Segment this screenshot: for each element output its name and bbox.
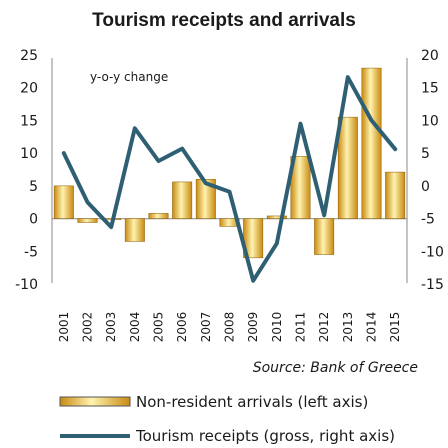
x-tick-label: 2006: [175, 312, 189, 343]
bar-2001: [53, 185, 74, 219]
x-tick-label: 2003: [104, 312, 118, 343]
left-tick-label: 20: [20, 81, 38, 97]
bar-2010: [266, 215, 287, 219]
bar-2011: [290, 156, 311, 219]
x-tick-label: 2002: [81, 312, 95, 343]
x-axis-ticks: 2001 2002 2003 2004 2005 2006 2007 2008 2009 2010…: [57, 312, 402, 343]
x-tick-label: 2012: [317, 312, 331, 343]
legend-bar-swatch: [59, 396, 131, 407]
right-tick-label: 20: [421, 48, 439, 64]
left-tick-label: 0: [29, 212, 38, 228]
x-tick-label: 2007: [199, 312, 213, 343]
left-axis-ticks: 25 20 15 10 5 0 -5 -10: [15, 48, 38, 293]
bar-2006: [172, 181, 193, 219]
x-tick-label: 2015: [388, 312, 402, 343]
tourism-receipts-line: [61, 75, 398, 283]
bar-2007: [195, 179, 216, 219]
right-axis-ticks: 20 15 10 5 0 -5 -10 -15: [421, 48, 444, 293]
bar-series: [53, 67, 406, 259]
right-tick-label: -10: [421, 244, 444, 260]
legend-label-receipts: Tourism receipts (gross, right axis): [135, 427, 395, 445]
right-tick-label: 15: [421, 81, 439, 97]
x-tick-label: 2004: [128, 312, 142, 343]
left-tick-label: -5: [24, 244, 38, 260]
x-tick-label: 2009: [246, 312, 260, 343]
right-tick-label: -5: [421, 212, 435, 228]
right-tick-label: 0: [421, 179, 430, 195]
right-tick-label: 10: [421, 113, 439, 129]
x-tick-label: 2010: [270, 312, 284, 343]
bar-2015: [385, 171, 406, 219]
source-note: Source: Bank of Greece: [253, 360, 418, 376]
right-tick-label: -15: [421, 277, 444, 293]
left-tick-label: 25: [20, 48, 38, 64]
right-tick-label: 5: [421, 146, 430, 162]
left-tick-label: -10: [15, 277, 38, 293]
bar-2002: [77, 218, 98, 223]
line-series: [61, 75, 398, 283]
x-tick-label: 2005: [152, 312, 166, 343]
bar-2013: [337, 116, 358, 219]
bar-2004: [124, 218, 145, 242]
x-tick-label: 2014: [365, 312, 379, 343]
x-tick-label: 2008: [223, 312, 237, 343]
chart-title: Tourism receipts and arrivals: [92, 10, 356, 31]
legend: Non-resident arrivals (left axis) Touris…: [59, 393, 395, 445]
legend-label-arrivals: Non-resident arrivals (left axis): [136, 393, 368, 411]
bar-2005: [148, 213, 169, 219]
x-tick-label: 2001: [57, 312, 71, 343]
x-tick-label: 2013: [341, 312, 355, 343]
bar-2012: [314, 218, 335, 255]
bar-2014: [361, 67, 382, 219]
left-tick-label: 5: [29, 179, 38, 195]
chart-annotation: y-o-y change: [90, 70, 168, 84]
left-tick-label: 10: [20, 146, 38, 162]
x-tick-label: 2011: [294, 312, 308, 343]
left-tick-label: 15: [20, 113, 38, 129]
